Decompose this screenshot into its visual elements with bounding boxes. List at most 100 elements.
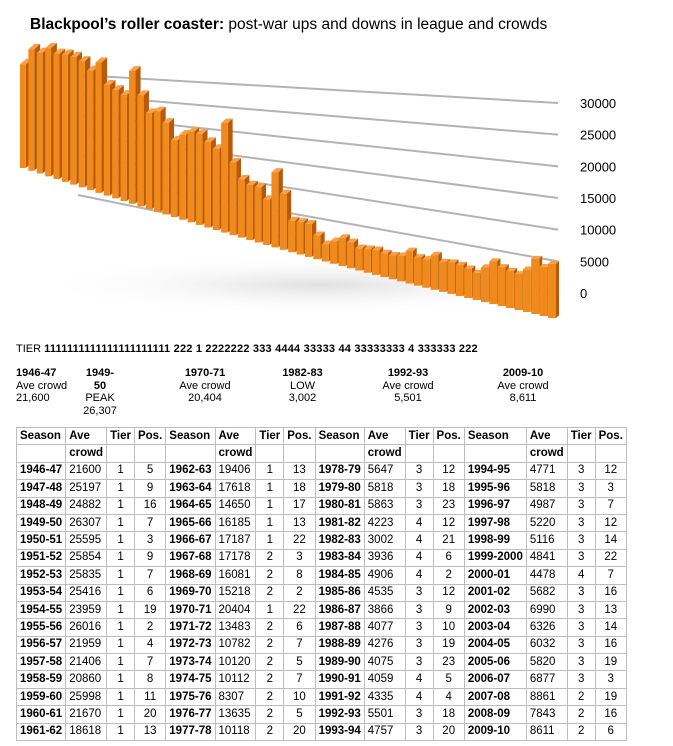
- season-cell: 1953-54: [15, 583, 67, 602]
- tier-cell: 1: [106, 722, 135, 742]
- bar: [548, 261, 559, 318]
- chart-y-ticks: 30000 25000 20000 15000 10000 5000 0: [580, 96, 616, 301]
- position-cell: 14: [594, 618, 627, 637]
- table-header-2: [314, 444, 365, 463]
- crowd-cell: 25854: [65, 548, 108, 568]
- position-cell: 22: [283, 531, 316, 550]
- bar-front: [514, 273, 523, 311]
- position-cell: 5: [283, 653, 316, 672]
- tier-cell: 1: [255, 496, 285, 515]
- position-cell: 7: [133, 566, 167, 585]
- bar-front: [170, 140, 178, 218]
- table-header: Season: [165, 426, 216, 446]
- bar-front: [120, 94, 127, 202]
- chart-title-bold: Blackpool’s roller coaster:: [30, 16, 225, 33]
- crowd-cell: 20860: [65, 670, 108, 689]
- bar-front: [497, 267, 506, 307]
- bar-front: [380, 253, 388, 278]
- table-row: 1961-62 18618 1 13 1977-78 10118 2 20 1993-94 475…: [15, 722, 627, 742]
- table-header: Tier: [404, 426, 434, 446]
- position-cell: 13: [283, 461, 316, 481]
- crowd-cell: 10118: [214, 722, 257, 742]
- tier-cell: 2: [566, 705, 596, 724]
- tier-cell: 3: [404, 653, 434, 672]
- bar-top: [296, 218, 308, 223]
- bar-front: [372, 250, 380, 275]
- bar-top: [78, 56, 91, 62]
- position-cell: 3: [594, 670, 627, 689]
- bar-top: [112, 85, 124, 91]
- crowd-cell: 3936: [363, 548, 406, 568]
- bar-top: [237, 174, 250, 180]
- bar-top: [137, 90, 149, 96]
- bar-top: [246, 180, 258, 186]
- bar-front: [480, 267, 489, 303]
- bar-front: [464, 268, 472, 299]
- crowd-cell: 25197: [65, 479, 108, 498]
- bar-top: [522, 266, 534, 270]
- table-header-2: crowd: [363, 444, 406, 463]
- tier-cell: 1: [106, 461, 135, 481]
- crowd-cell: 8307: [214, 687, 257, 707]
- crowd-cell: 4075: [363, 653, 406, 672]
- crowd-cell: 5818: [525, 479, 568, 498]
- season-cell: 1989-90: [314, 653, 365, 672]
- crowd-cell: 5863: [363, 496, 406, 515]
- bar-front: [422, 259, 430, 288]
- table-row: 1957-58 21406 1 7 1973-74 10120 2 5 1989-90 4075 3…: [15, 653, 627, 672]
- season-cell: 1985-86: [314, 583, 365, 602]
- crowd-cell: 17178: [214, 548, 257, 568]
- position-cell: 5: [283, 705, 316, 724]
- position-cell: 18: [432, 479, 465, 498]
- bar-top: [70, 51, 83, 57]
- position-cell: 20: [133, 705, 167, 724]
- crowd-cell: 7843: [525, 705, 568, 724]
- crowd-cell: 3866: [363, 600, 406, 620]
- bar-top: [179, 130, 191, 135]
- bar-front: [388, 255, 397, 280]
- table-header-2: [255, 444, 285, 463]
- annotation: 2009-10 Ave crowd 8,611: [493, 367, 553, 405]
- table-header: Ave: [525, 426, 568, 446]
- position-cell: 19: [432, 635, 465, 655]
- table-row: 1952-53 25835 1 7 1968-69 16081 2 8 1984-85 4906 4…: [15, 566, 627, 585]
- crowd-cell: 10120: [214, 653, 257, 672]
- tier-cell: 2: [255, 705, 285, 724]
- bar-top: [439, 258, 451, 263]
- tier-cell: 3: [566, 670, 596, 689]
- tier-cell: 3: [404, 635, 434, 655]
- bar-top: [271, 168, 283, 173]
- table-header-2: [133, 444, 167, 463]
- annotation: 1970-71 Ave crowd 20,404: [175, 367, 235, 405]
- position-cell: 11: [133, 687, 167, 707]
- table-row: 1948-49 24882 1 16 1964-65 14650 1 17 1980-81 586…: [15, 496, 627, 515]
- bar-front: [112, 90, 119, 199]
- bar-top: [405, 247, 417, 252]
- bar-front: [338, 238, 346, 267]
- bar-front: [296, 222, 304, 255]
- season-cell: 1981-82: [314, 513, 365, 533]
- season-cell: 1954-55: [15, 600, 67, 620]
- crowd-cell: 4987: [525, 496, 568, 515]
- crowd-cell: 13635: [214, 705, 257, 724]
- tier-cell: 1: [106, 496, 135, 515]
- bar-top: [489, 258, 501, 262]
- crowd-cell: 4757: [363, 722, 406, 742]
- bar-front: [95, 62, 102, 193]
- bar-front: [61, 54, 68, 182]
- season-cell: 1999-2000: [463, 548, 527, 568]
- tier-cell: 3: [404, 600, 434, 620]
- season-cell: 2004-05: [463, 635, 527, 655]
- bar-top: [447, 259, 459, 263]
- tier-cell: 2: [255, 583, 285, 602]
- tier-cell: 3: [566, 548, 596, 568]
- crowd-cell: 4276: [363, 635, 406, 655]
- season-cell: 2005-06: [463, 653, 527, 672]
- season-cell: 1973-74: [165, 653, 216, 672]
- bar-front: [405, 251, 413, 284]
- season-cell: 1986-87: [314, 600, 365, 620]
- y-tick-label: 20000: [580, 159, 616, 174]
- table-header: Season: [15, 426, 67, 446]
- tier-cell: 4: [566, 566, 596, 585]
- position-cell: 16: [594, 635, 627, 655]
